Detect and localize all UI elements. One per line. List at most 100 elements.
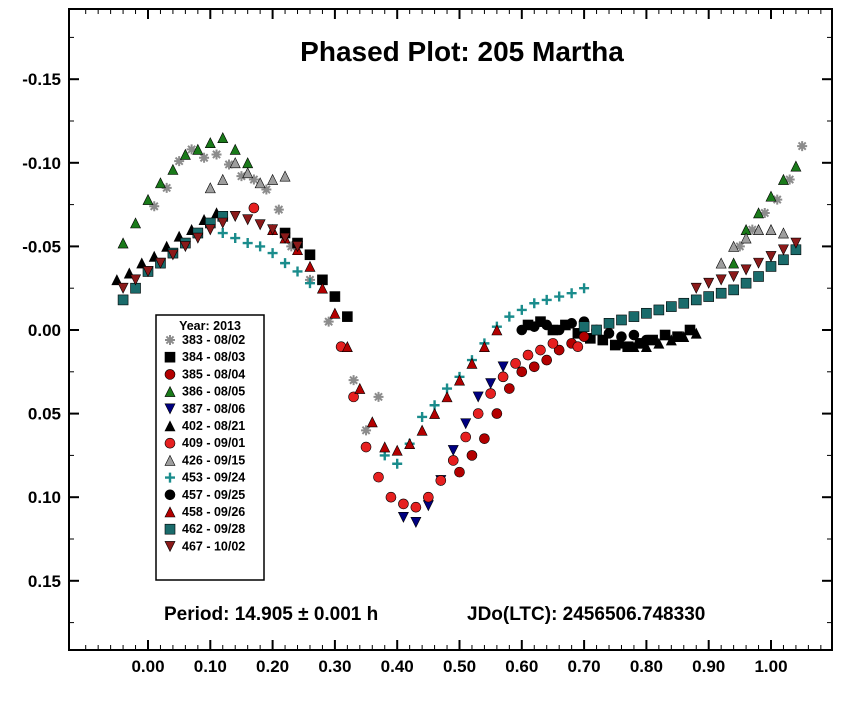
data-point (354, 382, 366, 394)
data-point (211, 149, 222, 160)
data-point (728, 257, 740, 269)
data-point (566, 288, 577, 299)
data-point (734, 241, 745, 252)
data-point (373, 391, 384, 402)
data-point (553, 324, 565, 336)
data-point (348, 391, 359, 403)
data-point (154, 257, 166, 269)
data-point (753, 207, 765, 219)
data-point (765, 190, 777, 202)
series-7 (204, 157, 789, 269)
data-point (341, 341, 353, 353)
legend-marker (165, 472, 175, 483)
data-point (404, 438, 416, 449)
data-point (597, 334, 609, 346)
data-point (273, 204, 284, 215)
legend-label: 385 - 08/04 (182, 367, 245, 381)
data-point (578, 321, 590, 332)
legend-item: 457 - 09/25 (164, 488, 245, 502)
data-point (254, 177, 266, 189)
data-point (460, 431, 472, 443)
x-tick-label: 0.10 (194, 657, 227, 676)
data-point (447, 445, 459, 457)
data-point (316, 282, 328, 294)
legend-item: 387 - 08/06 (164, 402, 245, 416)
data-point (398, 498, 409, 510)
data-point (591, 324, 602, 336)
data-point (777, 227, 789, 239)
data-point (678, 331, 690, 342)
data-point (653, 337, 665, 349)
data-point (715, 274, 727, 286)
legend-marker (164, 506, 176, 518)
data-point (392, 458, 403, 469)
data-point (578, 331, 590, 342)
x-tick-label: 0.00 (131, 657, 164, 676)
data-point (740, 264, 752, 276)
data-point (603, 328, 615, 339)
data-point (753, 224, 765, 235)
data-point (229, 211, 241, 222)
data-point (472, 408, 484, 419)
data-point (217, 132, 229, 144)
legend-label: 462 - 09/28 (182, 522, 245, 536)
data-point (715, 257, 727, 269)
legend-label: 402 - 08/21 (182, 419, 245, 433)
data-points (111, 132, 808, 528)
data-point (753, 271, 764, 282)
data-point (279, 170, 291, 182)
legend-marker (164, 403, 176, 415)
legend-label: 387 - 08/06 (182, 402, 245, 416)
data-point (765, 224, 777, 235)
data-point (740, 277, 752, 289)
chart-title: Phased Plot: 205 Martha (300, 36, 624, 67)
data-point (117, 237, 129, 249)
legend-item: 383 - 08/02 (165, 333, 245, 347)
data-point (541, 319, 553, 331)
x-tick-label: 0.40 (381, 657, 414, 676)
data-point (416, 424, 428, 436)
data-point (397, 511, 409, 523)
data-point (154, 177, 166, 189)
data-point (192, 143, 204, 155)
data-point (690, 294, 702, 306)
x-tick-label: 0.50 (443, 657, 476, 676)
x-tick-label: 0.60 (505, 657, 538, 676)
data-point (665, 334, 677, 346)
legend-item: 402 - 08/21 (164, 419, 245, 433)
legend-marker (164, 541, 176, 553)
data-point (248, 174, 259, 185)
y-tick-label: 0.00 (28, 321, 61, 340)
data-point (286, 241, 297, 252)
data-point (765, 251, 777, 263)
x-tick-label: 0.90 (692, 657, 725, 676)
legend-marker (164, 369, 176, 380)
data-point (497, 371, 509, 383)
data-point (279, 232, 291, 244)
data-point (497, 361, 509, 373)
data-point (179, 148, 191, 160)
data-point (360, 441, 372, 453)
data-point (329, 291, 341, 302)
y-tick-label: 0.15 (28, 572, 61, 591)
y-tick-label: -0.10 (22, 154, 61, 173)
data-point (267, 224, 279, 236)
data-point (778, 254, 789, 266)
data-point (790, 160, 802, 172)
data-point (478, 341, 490, 353)
data-point (572, 341, 584, 353)
data-point (254, 219, 266, 231)
data-point (516, 304, 527, 315)
data-point (248, 202, 260, 214)
data-point (130, 217, 142, 229)
series-3 (117, 132, 802, 269)
data-point (541, 294, 552, 305)
legend-marker (164, 351, 176, 363)
data-point (504, 383, 515, 394)
data-point (410, 501, 422, 513)
data-point (435, 475, 447, 486)
data-point (472, 391, 484, 403)
data-point (790, 237, 802, 249)
data-point (161, 182, 172, 193)
